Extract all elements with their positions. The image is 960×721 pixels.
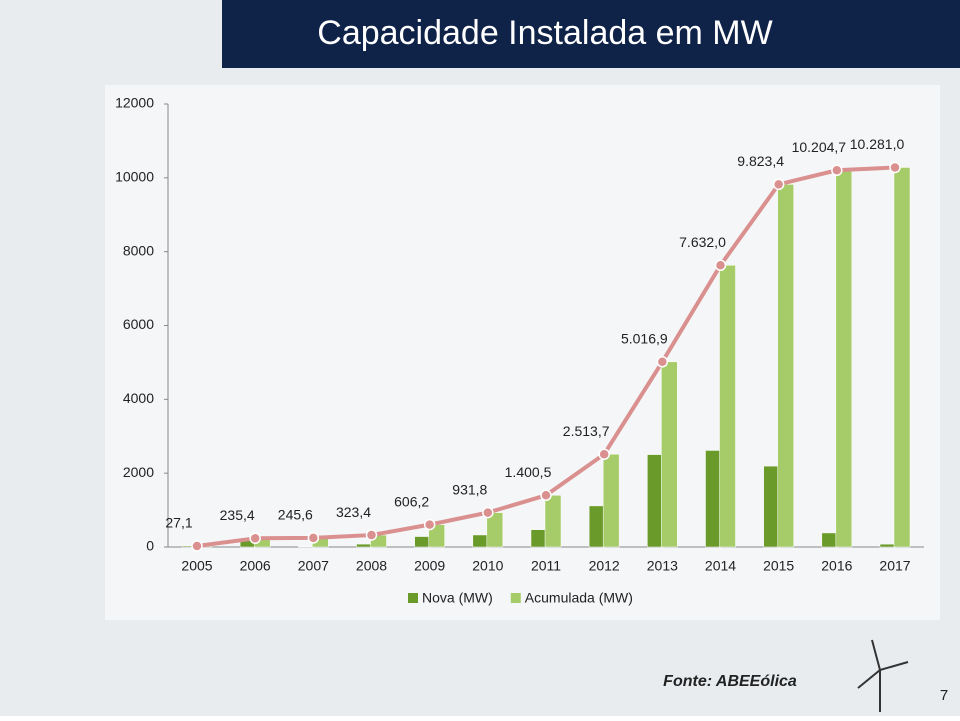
bar [603, 454, 619, 547]
line-marker [890, 162, 900, 172]
bar [822, 533, 838, 547]
bar [545, 495, 561, 547]
data-label: 245,6 [278, 507, 313, 523]
data-label: 2.513,7 [563, 423, 610, 439]
bar [415, 537, 431, 547]
data-label: 27,1 [165, 515, 192, 531]
x-tick-label: 2006 [240, 558, 271, 574]
line-marker [599, 449, 609, 459]
bar [706, 450, 722, 547]
data-label: 5.016,9 [621, 330, 668, 346]
line-marker [774, 179, 784, 189]
x-tick-label: 2005 [181, 558, 212, 574]
data-label: 10.281,0 [850, 136, 905, 152]
line-marker [425, 520, 435, 530]
bar [764, 466, 780, 547]
data-label: 235,4 [220, 507, 255, 523]
x-tick-label: 2008 [356, 558, 387, 574]
x-tick-label: 2014 [705, 558, 736, 574]
data-label: 606,2 [394, 493, 429, 509]
line-marker [367, 530, 377, 540]
x-tick-label: 2007 [298, 558, 329, 574]
line-marker [657, 357, 667, 367]
bar [473, 535, 489, 547]
line-marker [832, 165, 842, 175]
page-number: 7 [940, 687, 948, 704]
data-label: 7.632,0 [679, 234, 726, 250]
y-tick-label: 10000 [115, 169, 154, 185]
bar [589, 506, 605, 547]
x-tick-label: 2013 [647, 558, 678, 574]
data-label: 323,4 [336, 504, 371, 520]
data-label: 10.204,7 [792, 139, 847, 155]
bar [880, 544, 896, 547]
line-marker [308, 533, 318, 543]
x-tick-label: 2010 [472, 558, 503, 574]
line-marker [483, 508, 493, 518]
y-tick-label: 0 [146, 538, 154, 554]
bar [778, 184, 794, 547]
bar [836, 170, 852, 547]
y-tick-label: 4000 [123, 390, 154, 406]
x-tick-label: 2009 [414, 558, 445, 574]
line-marker [250, 533, 260, 543]
x-tick-label: 2016 [821, 558, 852, 574]
y-tick-label: 12000 [115, 95, 154, 111]
legend-swatch [408, 593, 418, 603]
bar [531, 530, 547, 547]
line-marker [192, 541, 202, 551]
bar [357, 544, 373, 547]
x-tick-label: 2012 [589, 558, 620, 574]
slide-title: Capacidade Instalada em MW [317, 14, 772, 52]
bar [661, 362, 677, 547]
x-tick-label: 2017 [879, 558, 910, 574]
legend-label: Acumulada (MW) [525, 590, 633, 606]
y-tick-label: 8000 [123, 242, 154, 258]
data-label: 9.823,4 [737, 153, 784, 169]
data-label: 1.400,5 [505, 464, 552, 480]
x-tick-label: 2015 [763, 558, 794, 574]
legend-label: Nova (MW) [422, 590, 493, 606]
data-label: 931,8 [452, 481, 487, 497]
bar [894, 167, 910, 547]
legend-swatch [511, 593, 521, 603]
source: Fonte: ABEEólica [663, 673, 797, 690]
bar [720, 265, 736, 547]
line-marker [541, 490, 551, 500]
y-tick-label: 2000 [123, 464, 154, 480]
x-tick-label: 2011 [531, 558, 561, 574]
line-marker [716, 260, 726, 270]
y-tick-label: 6000 [123, 316, 154, 332]
bar [647, 455, 663, 547]
